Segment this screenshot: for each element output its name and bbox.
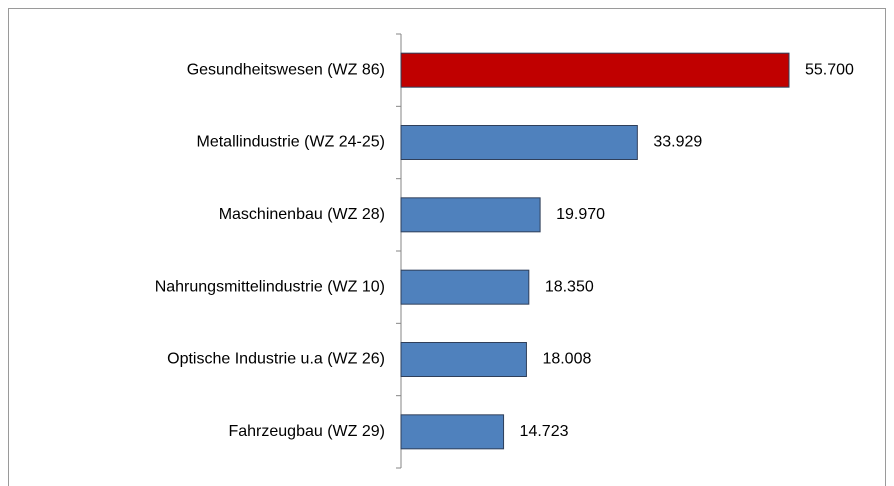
- bar: [400, 269, 530, 305]
- bar: [400, 125, 638, 160]
- value-label: 33.929: [653, 134, 702, 151]
- bar: [400, 342, 527, 377]
- value-label: 19.970: [556, 206, 605, 223]
- value-label: 14.723: [520, 423, 569, 440]
- value-label: 18.350: [545, 278, 594, 295]
- category-label: Optische Industrie u.a (WZ 26): [167, 351, 385, 368]
- bar: [400, 414, 505, 450]
- value-label: 18.008: [542, 351, 591, 368]
- bar: [400, 52, 790, 88]
- category-label: Gesundheitswesen (WZ 86): [187, 61, 385, 78]
- category-label: Nahrungsmittelindustrie (WZ 10): [155, 278, 385, 295]
- category-label: Fahrzeugbau (WZ 29): [228, 423, 385, 440]
- frame: [8, 8, 886, 486]
- bar: [400, 197, 541, 233]
- category-label: Maschinenbau (WZ 28): [219, 206, 385, 223]
- value-label: 55.700: [805, 61, 854, 78]
- category-label: Metallindustrie (WZ 24-25): [197, 134, 386, 151]
